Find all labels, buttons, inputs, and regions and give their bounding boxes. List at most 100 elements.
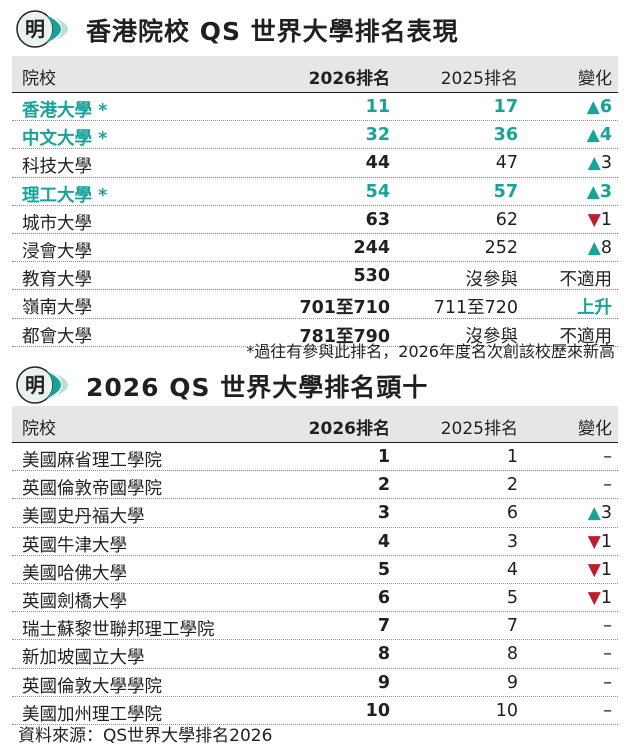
rank-2026: 9 [377, 672, 390, 693]
header-rank-2026: 2026排名 [308, 419, 390, 439]
rank-2026: 701至710 [299, 298, 390, 319]
change-value: 6 [599, 97, 612, 117]
logo-char: 明 [25, 17, 45, 41]
table-row: 美國麻省理工學院 1 1 – [12, 443, 618, 472]
institution-name: 美國哈佛大學 [22, 563, 127, 584]
section2-title: 2026 QS 世界大學排名頭十 [86, 373, 429, 402]
table-row: 美國哈佛大學 5 4 ▼1 [12, 556, 618, 584]
up-triangle-icon: ▲ [587, 237, 601, 258]
up-triangle-icon: ▲ [586, 97, 600, 117]
change-value: 3 [599, 181, 612, 202]
logo-char: 明 [25, 373, 45, 397]
institution-name: 浸會大學 [22, 241, 92, 262]
table-header: 院校 2026排名 2025排名 變化 [12, 406, 618, 443]
down-triangle-icon: ▼ [587, 531, 601, 552]
rank-2025: 17 [493, 97, 518, 117]
ming-pao-logo-icon: 明 [16, 366, 68, 404]
institution-name: 理工大學 * [22, 185, 108, 206]
institution-name: 美國加州理工學院 [22, 704, 162, 725]
rank-2026: 8 [377, 644, 390, 665]
up-triangle-icon: ▲ [586, 125, 600, 146]
rank-2025: 62 [495, 209, 518, 230]
table-row: 美國史丹福大學 3 6 ▲3 [12, 499, 618, 528]
header-rank-2025: 2025排名 [440, 419, 518, 439]
rank-change: – [603, 616, 612, 637]
rank-2025: 9 [506, 672, 518, 693]
rank-change: 不適用 [559, 270, 613, 291]
change-value: 1 [600, 209, 612, 230]
rank-2025: 3 [506, 531, 518, 552]
institution-name: 瑞士蘇黎世聯邦理工學院 [22, 620, 215, 641]
institution-name: 英國倫敦帝國學院 [22, 479, 162, 500]
section1-title: 香港院校 QS 世界大學排名表現 [86, 17, 459, 46]
institution-name: 英國牛津大學 [22, 535, 127, 556]
change-value: 3 [600, 153, 612, 174]
rank-change: ▲6 [587, 97, 612, 117]
rank-2025: 沒參與 [465, 270, 519, 291]
rank-2025: 沒參與 [465, 326, 519, 347]
header-change: 變化 [578, 69, 612, 89]
rank-change: 上升 [577, 298, 612, 319]
institution-name: 嶺南大學 [22, 298, 92, 319]
rank-2026: 4 [377, 531, 390, 552]
rank-2026: 11 [365, 97, 390, 117]
rank-2026: 244 [353, 237, 390, 258]
rank-2026: 32 [365, 125, 390, 146]
rank-2026: 2 [377, 475, 390, 496]
rank-2025: 10 [495, 700, 518, 721]
rank-2025: 711至720 [433, 298, 518, 319]
rank-change: ▼1 [588, 532, 612, 552]
change-value: 4 [599, 125, 612, 146]
rank-change: – [603, 672, 612, 693]
institution-name: 新加坡國立大學 [22, 648, 145, 669]
header-institution: 院校 [22, 69, 56, 89]
rank-change: ▼1 [588, 560, 612, 580]
rank-change: ▲3 [588, 503, 612, 523]
footnote: *過往有參與此排名，2026年度名次創該校歷來新高 [246, 342, 615, 361]
change-value: 1 [600, 531, 612, 552]
rank-2025: 47 [495, 153, 518, 174]
rank-2026: 54 [365, 181, 390, 202]
institution-name: 科技大學 [22, 157, 92, 178]
header-rank-2026: 2026排名 [308, 69, 390, 89]
institution-name: 英國劍橋大學 [22, 591, 127, 612]
rank-2026: 6 [377, 587, 390, 608]
rank-2026: 10 [365, 700, 390, 721]
table-row: 瑞士蘇黎世聯邦理工學院 7 7 – [12, 612, 618, 641]
rank-2025: 252 [484, 237, 518, 258]
rank-2026: 781至790 [299, 326, 390, 347]
rank-2025: 5 [506, 587, 518, 608]
rank-2026: 1 [377, 447, 390, 467]
change-value: 8 [600, 237, 612, 258]
institution-name: 中文大學 * [22, 129, 108, 150]
rank-2026: 63 [365, 209, 390, 230]
table-row: 中文大學 * 32 36 ▲4 [12, 121, 618, 150]
table-row: 科技大學 44 47 ▲3 [12, 149, 618, 178]
up-triangle-icon: ▲ [586, 181, 600, 202]
institution-name: 城市大學 [22, 213, 92, 234]
table-row: 英國劍橋大學 6 5 ▼1 [12, 584, 618, 613]
rank-2026: 44 [365, 153, 390, 174]
institution-name: 美國麻省理工學院 [22, 451, 162, 471]
section2-header: 明 2026 QS 世界大學排名頭十 [0, 362, 633, 406]
rank-change: ▲3 [587, 182, 612, 202]
rank-2026: 5 [377, 559, 390, 580]
rank-change: ▲4 [587, 125, 612, 145]
rank-change: – [603, 700, 612, 721]
table-row: 美國加州理工學院 10 10 – [12, 697, 618, 725]
table-body: 香港大學 * 11 17 ▲6 中文大學 * 32 36 ▲4 科技大學 44 47 ▲3 理工大學 *… [12, 93, 618, 347]
up-triangle-icon: ▲ [587, 503, 601, 524]
institution-name: 香港大學 * [22, 101, 108, 121]
rank-2026: 3 [377, 503, 390, 524]
rank-change: ▲8 [588, 238, 612, 258]
table-row: 都會大學 781至790 沒參與 不適用 [12, 319, 618, 347]
rank-2026: 7 [377, 616, 390, 637]
rank-change: – [603, 447, 612, 467]
top-ten-table: 院校 2026排名 2025排名 變化 美國麻省理工學院 1 1 – 英國倫敦帝國學院 2… [12, 406, 618, 725]
rank-2025: 6 [506, 503, 518, 524]
hk-universities-table: 院校 2026排名 2025排名 變化 香港大學 * 11 17 ▲6 中文大學 * 32… [12, 56, 618, 347]
table-row: 香港大學 * 11 17 ▲6 [12, 93, 618, 122]
rank-2025: 36 [493, 125, 518, 146]
down-triangle-icon: ▼ [587, 559, 601, 580]
down-triangle-icon: ▼ [587, 209, 601, 230]
